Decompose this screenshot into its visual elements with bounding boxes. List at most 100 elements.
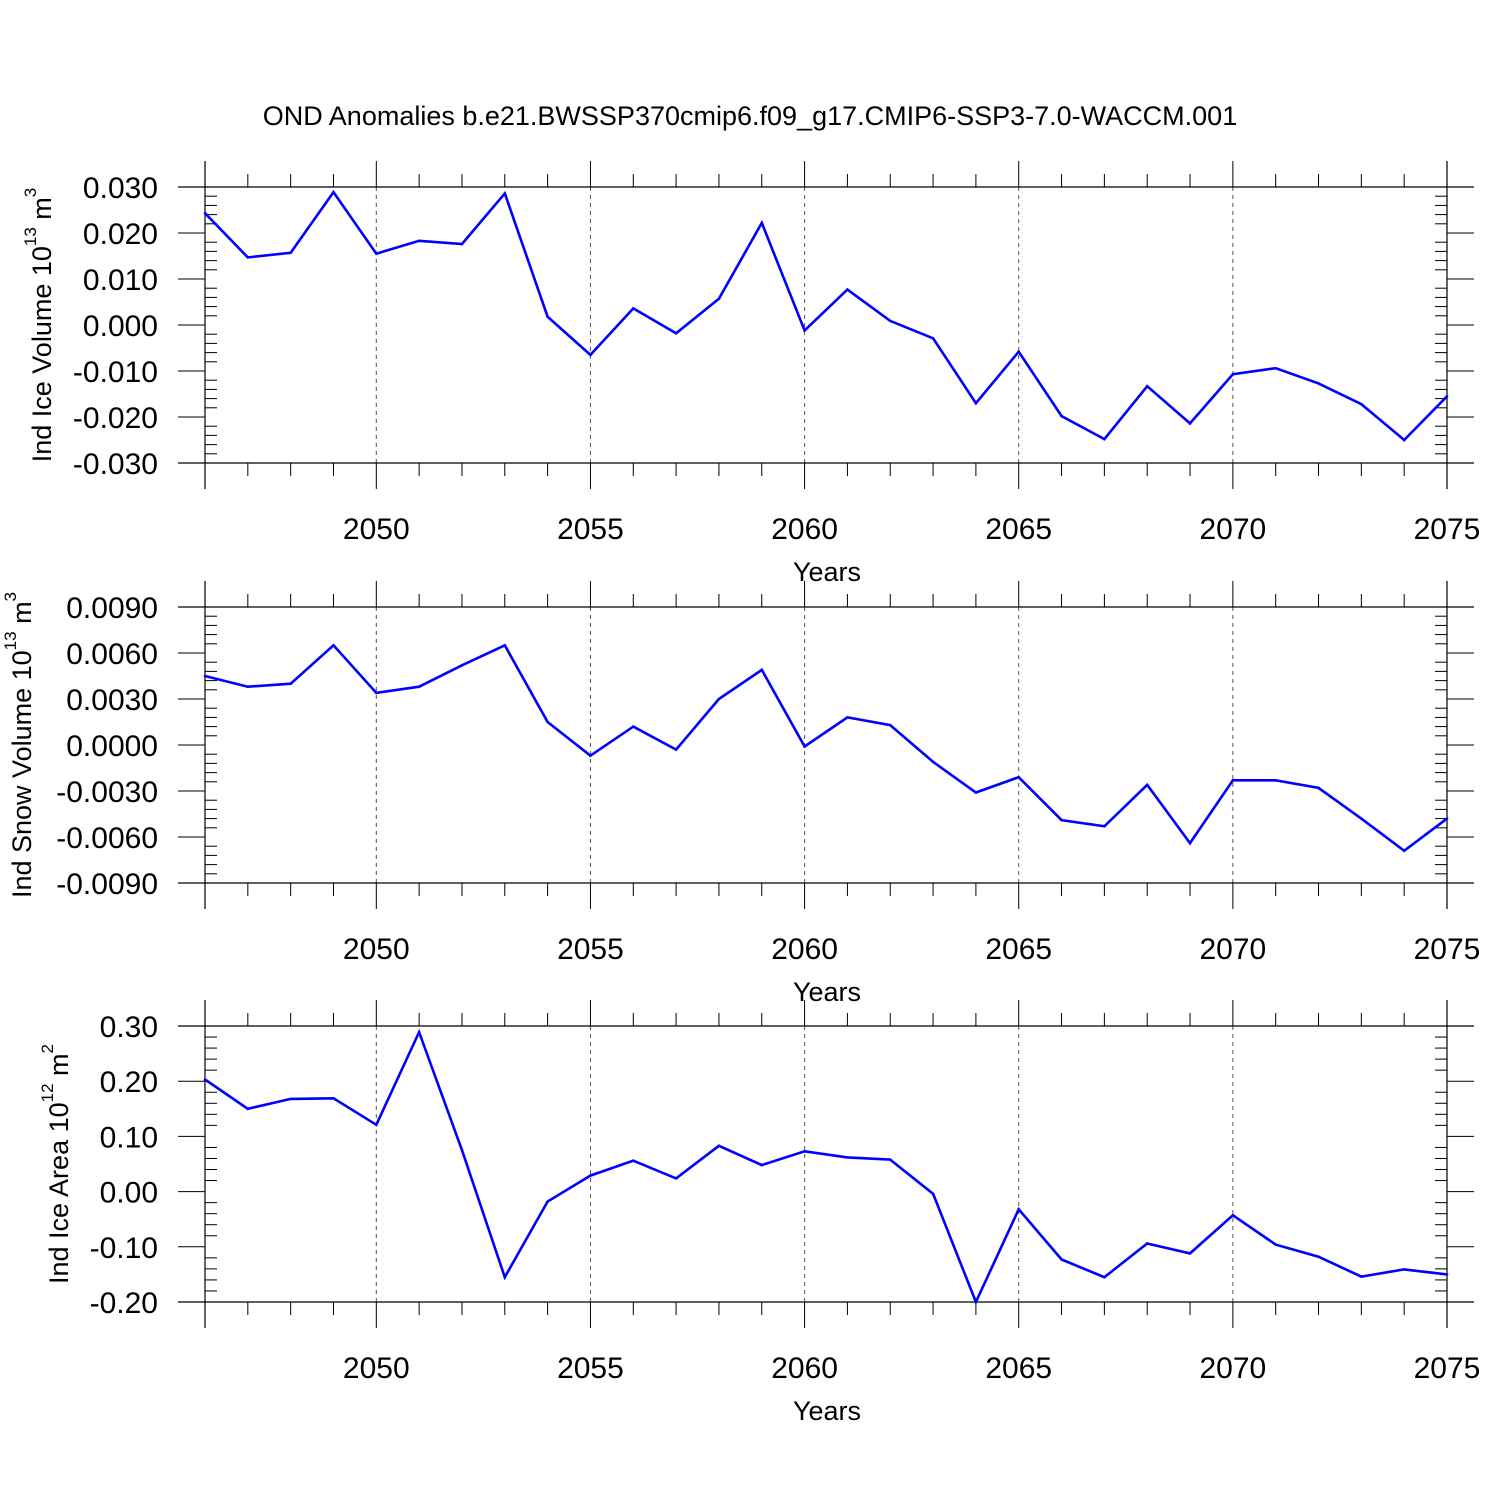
y-tick-label: 0.0090 [66, 592, 158, 625]
data-point [1317, 382, 1320, 385]
x-tick-label: 2065 [985, 1352, 1052, 1385]
data-point [931, 760, 935, 764]
y-tick-label: 0.0030 [66, 684, 158, 717]
data-point [589, 1174, 592, 1177]
data-point [974, 401, 978, 405]
data-point [888, 319, 892, 323]
data-point [375, 691, 378, 695]
data-point [1231, 1214, 1235, 1217]
x-tick-label: 2050 [343, 1352, 410, 1385]
data-point [417, 239, 421, 243]
x-tick-label: 2070 [1199, 513, 1266, 546]
data-point [1017, 1207, 1021, 1211]
data-point [1274, 778, 1277, 782]
data-point [631, 725, 635, 728]
data-point [289, 682, 292, 685]
data-point [246, 685, 250, 689]
panel-1: 0.030 0.020 0.010 0.000 -0.010 -0.020 -0.030 20… [21, 161, 1481, 587]
x-tick-label: 2060 [771, 1352, 838, 1385]
data-point [931, 337, 935, 340]
data-point [674, 1177, 678, 1180]
data-point [417, 1030, 421, 1034]
data-point [1017, 350, 1021, 353]
y-tick-label: 0.0060 [66, 638, 158, 671]
y-tick-label: 0.000 [83, 310, 158, 343]
data-point [1274, 366, 1277, 370]
y-tick-label: -0.20 [90, 1287, 158, 1320]
data-point [1060, 414, 1063, 418]
data-point [803, 1150, 806, 1153]
x-tick-label: 2060 [771, 513, 838, 546]
data-point [203, 1078, 207, 1081]
data-point [546, 720, 549, 724]
data-point [332, 1097, 335, 1100]
data-point [332, 190, 335, 194]
data-point [246, 256, 250, 259]
data-point [460, 1148, 464, 1152]
data-point [846, 716, 849, 719]
data-point [1060, 818, 1063, 822]
data-point [1445, 1273, 1449, 1276]
data-point [546, 315, 549, 319]
data-point [760, 668, 764, 672]
data-point [674, 331, 678, 335]
x-tick-label: 2075 [1414, 513, 1481, 546]
data-point [203, 211, 207, 215]
data-point [503, 1275, 507, 1279]
data-point [1317, 1255, 1320, 1259]
data-point [1360, 1275, 1363, 1278]
data-point [1317, 786, 1320, 790]
data-point [460, 242, 464, 246]
data-point [1445, 395, 1449, 398]
data-point [546, 1200, 549, 1203]
data-point [1145, 384, 1149, 388]
data-point [203, 674, 207, 678]
y-tick-label: 0.030 [83, 172, 158, 205]
x-tick-label: 2065 [985, 933, 1052, 966]
y-tick-label: 0.020 [83, 218, 158, 251]
data-point [674, 748, 678, 751]
x-tick-label: 2055 [557, 933, 624, 966]
x-tick-label: 2070 [1199, 933, 1266, 966]
x-tick-label: 2075 [1414, 1352, 1481, 1385]
y-tick-label: -0.0060 [56, 822, 158, 855]
data-point [888, 723, 892, 727]
data-point [1402, 1268, 1406, 1271]
data-point [1145, 1242, 1149, 1245]
data-point [760, 221, 764, 225]
x-axis-title: Years [793, 977, 861, 1007]
data-point [460, 663, 464, 667]
data-point [503, 192, 507, 195]
data-point [375, 252, 378, 255]
data-point [803, 745, 806, 748]
data-point [1402, 849, 1406, 853]
y-tick-label: 0.30 [100, 1011, 158, 1044]
data-point [1231, 372, 1235, 376]
data-point [1188, 422, 1192, 425]
data-point [332, 644, 335, 647]
x-tick-label: 2050 [343, 513, 410, 546]
data-point [1231, 778, 1235, 782]
data-point [1060, 1258, 1063, 1261]
x-axis-title: Years [793, 557, 861, 587]
y-tick-label: -0.020 [73, 402, 158, 435]
y-tick-label: -0.010 [73, 356, 158, 389]
data-point [1103, 437, 1106, 441]
x-tick-label: 2075 [1414, 933, 1481, 966]
series-line [204, 1028, 1448, 1306]
data-point [1145, 783, 1149, 787]
panel-2: 0.0090 0.0060 0.0030 0.0000 -0.0030 -0.0060 -0… [1, 581, 1481, 1007]
chart-title: OND Anomalies b.e21.BWSSP370cmip6.f09_g1… [263, 101, 1237, 131]
x-tick-label: 2055 [557, 1352, 624, 1385]
y-tick-label: 0.010 [83, 264, 158, 297]
data-point [589, 353, 592, 357]
y-axis-title: Ind Ice Area 1012 m2 [38, 1044, 75, 1284]
data-point [846, 1156, 849, 1159]
data-point [974, 1300, 978, 1304]
data-point [931, 1192, 935, 1196]
data-point [1360, 817, 1363, 820]
panel-3: 0.30 0.20 0.10 0.00 -0.10 -0.20 2050 2055 2060 20… [38, 1000, 1481, 1426]
data-point [1103, 824, 1106, 828]
